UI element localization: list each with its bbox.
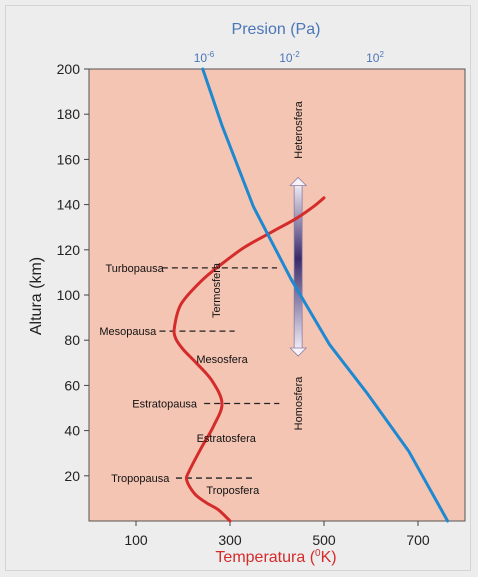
y-tick-label: 160 — [57, 151, 81, 167]
top-tick-label: 102 — [366, 50, 384, 65]
y-tick-label: 180 — [57, 106, 81, 122]
top-tick-base: 10 — [194, 51, 208, 65]
bottom-axis-title-sup: 0 — [315, 548, 321, 559]
top-tick-base: 10 — [279, 51, 293, 65]
arrow-head-top — [289, 176, 308, 186]
y-tick-label: 120 — [57, 242, 81, 258]
boundary-label: Turbopausa — [105, 263, 164, 275]
boundary-label: Estratopausa — [132, 398, 198, 410]
bottom-axis-title: Temperatura (0K) — [215, 548, 336, 566]
top-tick-exp: -6 — [207, 50, 215, 59]
layer-label: Heterosfera — [293, 100, 305, 158]
top-tick-base: 10 — [366, 51, 380, 65]
bottom-axis-title-main: Temperatura ( — [215, 549, 315, 566]
x-tick-label: 300 — [218, 532, 242, 548]
plot-area — [88, 68, 466, 522]
bottom-axis-title-end: K) — [321, 549, 337, 566]
pressure-curve — [201, 67, 450, 523]
y-tick-label: 40 — [64, 423, 80, 439]
y-tick-label: 60 — [64, 377, 80, 393]
y-tick-label: 100 — [57, 287, 81, 303]
left-axis-title: Altura (km) — [28, 257, 45, 335]
y-tick-label: 200 — [57, 61, 81, 77]
chart-frame: 20 40 60 80 100 120 140 160 180 200 100 300 500 700 10… — [5, 5, 471, 571]
y-tick-label: 20 — [64, 468, 80, 484]
top-tick-exp: -2 — [293, 50, 301, 59]
top-axis-title: Presion (Pa) — [232, 21, 321, 38]
x-tick-label: 700 — [406, 532, 430, 548]
x-tick-label: 100 — [124, 532, 148, 548]
y-tick-label: 80 — [64, 332, 80, 348]
top-tick-label: 10-6 — [194, 50, 215, 65]
boundary-label: Tropopausa — [111, 473, 170, 485]
boundary-label: Mesopausa — [99, 326, 157, 338]
layer-label: Troposfera — [206, 485, 260, 497]
y-tick-label: 140 — [57, 197, 81, 213]
top-tick-exp: 2 — [379, 50, 384, 59]
layer-label: Estratosfera — [197, 433, 257, 445]
arrow-head-bottom — [289, 347, 308, 357]
layer-label: Homosfera — [293, 376, 305, 431]
arrow-shaft — [293, 183, 303, 351]
layer-label: Mesosfera — [196, 354, 248, 366]
layer-label: Termosfera — [211, 262, 223, 318]
top-tick-label: 10-2 — [279, 50, 300, 65]
temperature-curve — [172, 196, 326, 523]
x-tick-label: 500 — [312, 532, 336, 548]
